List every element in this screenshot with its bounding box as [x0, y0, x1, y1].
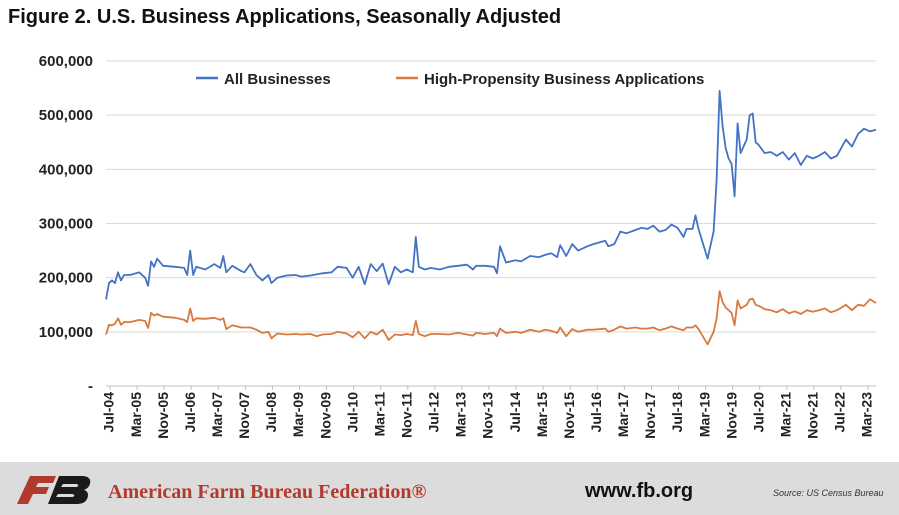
y-tick-label: 500,000	[39, 107, 93, 124]
x-tick-label: Nov-19	[723, 392, 739, 439]
x-tick-label: Mar-23	[859, 392, 875, 437]
x-tick-label: Nov-13	[480, 392, 496, 439]
x-tick-label: Nov-05	[155, 392, 171, 439]
source-note: Source: US Census Bureau	[773, 488, 884, 498]
series-lines	[105, 89, 877, 346]
y-tick-label: -	[88, 378, 93, 395]
x-tick-label: Nov-11	[398, 392, 414, 438]
x-tick-label: Jul-22	[832, 392, 848, 433]
fb-logo-icon	[17, 476, 91, 504]
x-tick-label: Mar-19	[696, 392, 712, 437]
x-tick-label: Mar-07	[209, 392, 225, 437]
y-tick-label: 200,000	[39, 270, 93, 287]
series-line-all-businesses	[105, 89, 877, 300]
y-tick-label: 100,000	[39, 324, 93, 341]
y-axis-ticks: - 100,000 200,000 300,000 400,000 500,000 600,…	[39, 53, 93, 395]
x-axis-ticks: Jul-04 Mar-05 Nov-05 Jul-06 Mar-07 Nov-07 Jul-…	[101, 386, 875, 439]
x-tick-label: Nov-15	[561, 392, 577, 439]
y-tick-label: 400,000	[39, 161, 93, 178]
y-tick-label: 300,000	[39, 216, 93, 233]
x-tick-label: Mar-15	[534, 392, 550, 437]
x-tick-label: Nov-07	[236, 392, 252, 439]
x-tick-label: Mar-05	[128, 392, 144, 437]
series-line-high-propensity	[105, 290, 877, 346]
gridlines	[106, 60, 876, 333]
website-link[interactable]: www.fb.org	[585, 480, 694, 502]
x-tick-label: Jul-06	[182, 392, 198, 433]
x-tick-label: Mar-13	[453, 392, 469, 437]
x-tick-label: Jul-18	[669, 392, 685, 433]
x-tick-label: Mar-17	[615, 392, 631, 437]
x-tick-label: Nov-09	[317, 392, 333, 439]
x-tick-label: Mar-11	[371, 392, 387, 437]
footer: American Farm Bureau Federation® www.fb.…	[0, 462, 899, 515]
x-tick-label: Jul-12	[426, 392, 442, 433]
x-tick-label: Jul-08	[263, 392, 279, 433]
x-tick-label: Jul-20	[750, 392, 766, 433]
legend-label: All Businesses	[224, 71, 331, 88]
x-tick-label: Jul-10	[344, 392, 360, 433]
legend-label: High-Propensity Business Applications	[424, 71, 704, 88]
x-tick-label: Nov-21	[805, 392, 821, 439]
organization-name: American Farm Bureau Federation®	[108, 481, 427, 503]
y-tick-label: 600,000	[39, 53, 93, 70]
x-tick-label: Nov-17	[642, 392, 658, 439]
x-tick-label: Mar-09	[290, 392, 306, 437]
x-tick-label: Mar-21	[777, 392, 793, 437]
legend: All Businesses High-Propensity Business A…	[196, 71, 704, 88]
chart-svg: - 100,000 200,000 300,000 400,000 500,000 600,…	[39, 53, 877, 439]
x-tick-label: Jul-14	[507, 392, 523, 433]
chart-title: Figure 2. U.S. Business Applications, Se…	[8, 6, 562, 28]
x-tick-label: Jul-04	[101, 392, 117, 433]
x-tick-label: Jul-16	[588, 392, 604, 433]
